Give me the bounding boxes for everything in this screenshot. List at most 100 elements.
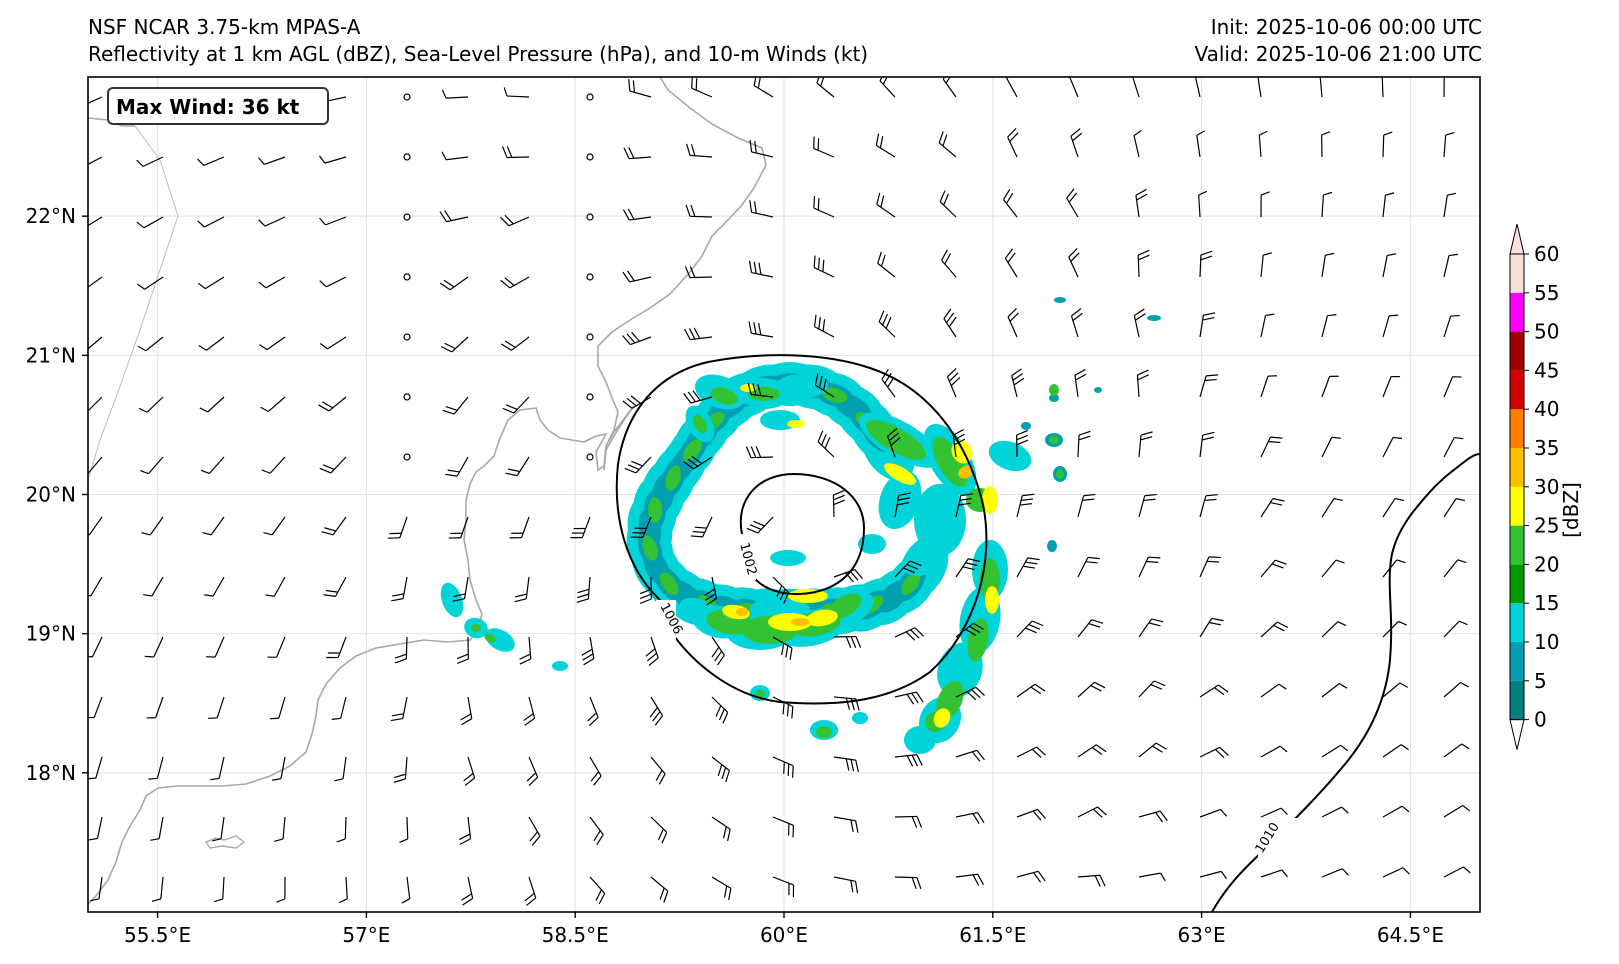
wind-barb <box>269 696 286 720</box>
wind-barb <box>1443 436 1464 458</box>
lon-tick-label: 60°E <box>760 923 808 947</box>
colorbar-swatch <box>1510 254 1524 293</box>
wind-barb <box>319 276 347 288</box>
wind-barb <box>197 276 225 290</box>
wind-barb <box>260 396 286 413</box>
wind-barb <box>1321 559 1345 578</box>
wind-barb <box>1443 192 1457 218</box>
wind-barb <box>887 428 901 458</box>
reflectivity-cell <box>648 497 662 523</box>
wind-barb <box>88 456 103 475</box>
wind-barb <box>503 87 530 98</box>
wind-barb <box>878 310 896 338</box>
wind-barb <box>1016 620 1044 638</box>
wind-barb <box>1198 190 1208 218</box>
colorbar-tick-label: 40 <box>1534 397 1559 421</box>
reflectivity-cell <box>988 440 1032 472</box>
wind-barb <box>817 430 835 458</box>
wind-barb <box>814 373 835 398</box>
wind-barb <box>393 756 408 783</box>
reflectivity-cell <box>770 550 806 566</box>
wind-barb <box>1016 493 1035 518</box>
wind-barb <box>1321 744 1349 758</box>
wind-barb <box>587 696 599 726</box>
lon-tick-label: 64.5°E <box>1377 923 1444 947</box>
wind-barb <box>151 876 164 902</box>
border-line <box>88 125 179 481</box>
wind-barb <box>206 636 225 658</box>
wind-barb <box>1077 493 1096 518</box>
wind-barb <box>1199 870 1227 880</box>
wind-barb <box>1443 559 1467 578</box>
wind-barb <box>1443 376 1462 398</box>
wind-barb <box>1260 869 1289 878</box>
wind-barb <box>650 876 669 903</box>
wind-barb <box>448 516 469 539</box>
wind-barb <box>523 696 536 726</box>
wind-barb <box>258 216 286 227</box>
wind-barb <box>1133 308 1146 338</box>
colorbar-swatch <box>1510 603 1524 642</box>
wind-barb <box>319 216 347 226</box>
wind-barb <box>622 395 652 409</box>
wind-barb <box>1382 682 1409 698</box>
wind-barb <box>526 756 539 786</box>
wind-barb <box>748 321 774 338</box>
wind-barb <box>745 446 774 459</box>
wind-barb <box>894 691 924 705</box>
wind-barb <box>772 876 795 897</box>
wind-barb <box>90 876 103 902</box>
wind-barb <box>1260 559 1287 578</box>
wind-barb <box>439 210 469 223</box>
wind-barb <box>1004 248 1018 278</box>
wind-barb <box>142 576 164 597</box>
wind-barb <box>1260 745 1288 758</box>
wind-barb <box>941 249 957 278</box>
wind-barb <box>1077 744 1107 758</box>
wind-barb <box>461 876 474 906</box>
wind-barb <box>452 576 469 602</box>
wind-barb <box>1068 77 1079 98</box>
wind-barb <box>1196 130 1205 158</box>
wind-barb <box>1135 188 1148 218</box>
wind-barb <box>1260 807 1288 818</box>
max-wind-box: Max Wind: 36 kt <box>107 87 329 125</box>
wind-barb <box>711 816 731 842</box>
wind-barb <box>1077 806 1107 818</box>
wind-barb <box>570 516 591 539</box>
wind-barb <box>772 756 794 778</box>
wind-barb <box>88 816 103 841</box>
wind-barb <box>704 576 718 606</box>
lon-tick-label: 61.5°E <box>959 923 1026 947</box>
wind-barb <box>1138 493 1157 518</box>
fields-subtitle: Reflectivity at 1 km AGL (dBZ), Sea-Leve… <box>88 42 869 66</box>
wind-barb <box>955 749 985 762</box>
wind-barb <box>1258 130 1268 158</box>
reflectivity-cell <box>914 484 966 556</box>
colorbar-swatch <box>1510 525 1524 565</box>
wind-barb <box>136 216 164 229</box>
lat-tick-label: 22°N <box>26 204 76 228</box>
wind-barb <box>528 816 541 846</box>
colorbar-tick-label: 25 <box>1534 514 1559 538</box>
wind-barb <box>338 876 348 904</box>
wind-barb <box>1138 872 1166 882</box>
isobar-labels: 1002 1006 1010 <box>656 540 1298 858</box>
reflectivity-cell <box>552 661 568 671</box>
wind-barb <box>772 816 794 838</box>
wind-barb <box>589 756 602 786</box>
wind-barb <box>88 576 103 597</box>
reflectivity-cell <box>1056 469 1064 479</box>
wind-barb <box>1321 806 1349 818</box>
wind-barb <box>88 396 103 412</box>
map-plot-area: 1002 1006 1010 Max Wind: 36 kt <box>88 77 1480 912</box>
wind-barb <box>214 876 225 903</box>
reflectivity-cell <box>1094 387 1102 393</box>
reflectivity-cell <box>1049 436 1059 444</box>
wind-barb <box>628 79 652 98</box>
wind-barb <box>1070 308 1083 338</box>
wind-barb <box>326 636 347 659</box>
wind-barb <box>622 331 652 346</box>
wind-barbs <box>88 77 1471 906</box>
wind-barb <box>1136 369 1149 398</box>
